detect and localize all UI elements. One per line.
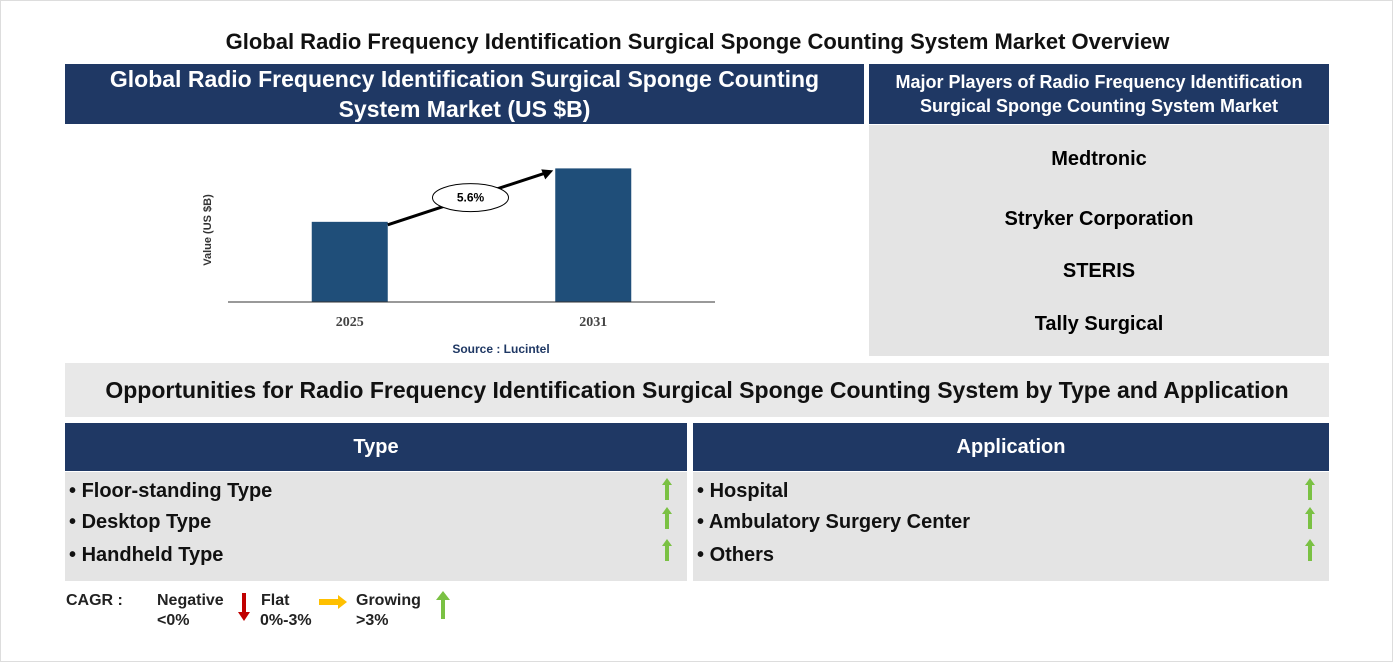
legend-range: <0% [157,612,190,629]
page-title: Global Radio Frequency Identification Su… [225,29,1170,54]
growing-arrow [436,591,450,619]
players-panel: Medtronic Stryker Corporation STERIS Tal… [869,125,1329,356]
chart-panel-title: Global Radio Frequency Identification Su… [65,64,864,124]
growing-arrow [1305,478,1315,500]
player: Tally Surgical [1034,313,1164,335]
growing-arrow [662,507,672,529]
legend-label: CAGR : [66,592,123,609]
player: Medtronic [1051,148,1147,170]
application-list: Hospital Ambulatory Surgery Center Other… [693,472,1329,581]
y-axis-label: Value (US $B) [202,194,214,266]
negative-arrow [238,593,250,621]
growth-arrowhead [541,169,554,180]
player: STERIS [1062,260,1136,282]
column-header: Type [65,423,687,471]
growing-arrow [1305,539,1315,561]
cagr-bubble [432,183,509,213]
legend-range: >3% [356,612,389,629]
column-header: Application [693,423,1329,471]
x-tick-label: 2031 [579,315,607,330]
bar [311,221,388,302]
opportunities-title: Opportunities for Radio Frequency Identi… [65,363,1329,417]
growing-arrow [1305,507,1315,529]
legend-name: Flat [261,592,290,609]
legend-range: 0%-3% [260,612,312,629]
cagr-label: 5.6% [457,191,485,205]
list-item: Desktop Type [69,511,212,534]
flat-arrow [319,595,347,609]
source: Source : Lucintel [452,342,549,356]
players-title: Major Players of Radio Frequency Identif… [869,64,1329,124]
legend-name: Negative [157,592,224,609]
growing-arrow [662,539,672,561]
type-list: Floor-standing Type Desktop Type Handhel… [65,472,687,581]
list-item: Ambulatory Surgery Center [697,511,970,534]
list-item: Others [697,544,774,567]
list-item: Handheld Type [69,544,224,567]
chart: Value (US $B) 2025 2031 5.6% Source : Lucint… [202,168,715,356]
list-item: Floor-standing Type [69,480,273,503]
list-item: Hospital [697,480,789,503]
bar [555,168,632,302]
x-tick-label: 2025 [336,315,364,330]
growing-arrow [662,478,672,500]
player: Stryker Corporation [1004,208,1194,230]
legend-name: Growing [356,592,421,609]
